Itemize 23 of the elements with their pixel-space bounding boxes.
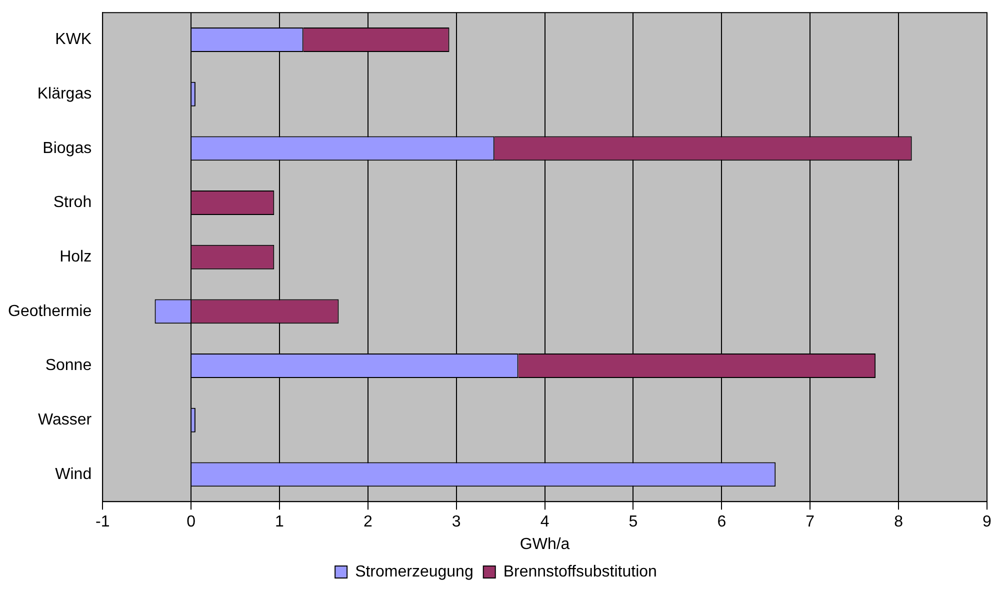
x-tick-label: 2 <box>363 514 372 531</box>
y-tick-label: KWK <box>55 31 92 48</box>
y-tick-label: Stroh <box>53 194 92 212</box>
x-tick-label: 9 <box>982 514 992 531</box>
x-tick-label: 0 <box>186 514 196 531</box>
x-tick-label: 4 <box>540 514 550 531</box>
y-tick-label: Geothermie <box>8 302 92 320</box>
legend-label: Brennstoffsubstitution <box>503 563 657 580</box>
y-tick-label: Wasser <box>38 412 92 429</box>
x-tick-label: 5 <box>628 514 638 531</box>
y-tick-label: Sonne <box>45 357 92 374</box>
legend-label: Stromerzeugung <box>355 563 474 580</box>
x-tick-label: -1 <box>95 514 110 531</box>
x-tick-label: 7 <box>806 514 815 531</box>
y-tick-label: Wind <box>55 466 92 483</box>
x-tick-label: 3 <box>452 514 461 531</box>
x-axis-title: GWh/a <box>520 536 570 553</box>
x-tick-label: 8 <box>894 514 904 531</box>
x-tick-label: 1 <box>275 514 284 531</box>
x-tick-label: 6 <box>717 514 726 531</box>
y-tick-label: Holz <box>60 248 92 266</box>
y-tick-label: Biogas <box>42 140 92 157</box>
y-tick-label: Klärgas <box>37 86 92 103</box>
